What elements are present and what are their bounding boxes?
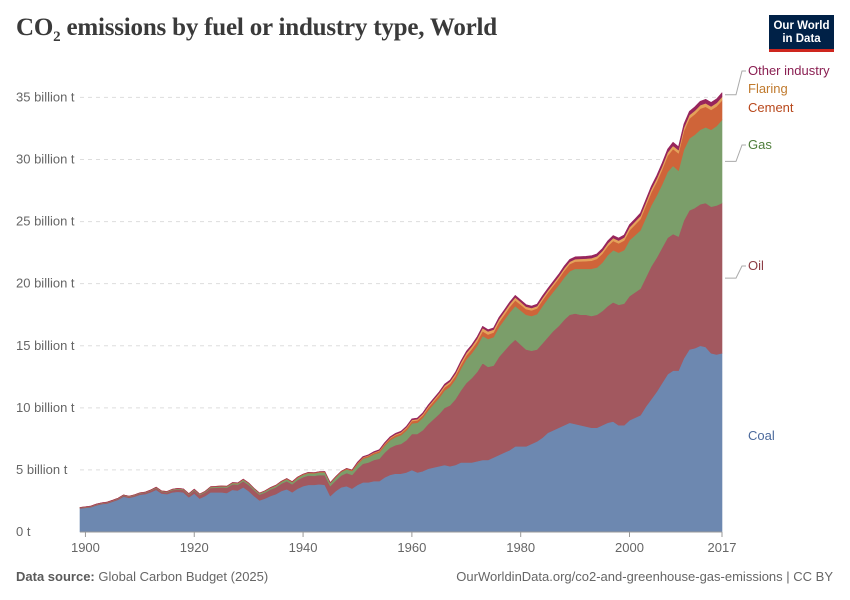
series-labels: Coal Oil Gas Cement Flaring Other industry <box>725 63 830 443</box>
series-label-other-industry[interactable]: Other industry <box>748 63 830 78</box>
series-label-cement[interactable]: Cement <box>748 100 794 115</box>
area-series <box>79 92 723 533</box>
logo-line-2: in Data <box>782 33 821 45</box>
series-label-flaring[interactable]: Flaring <box>748 81 788 96</box>
chart-title: CO2 emissions by fuel or industry type, … <box>16 14 497 45</box>
y-tick-label: 35 billion t <box>16 89 75 104</box>
source-url-link[interactable]: OurWorldinData.org/co2-and-greenhouse-ga… <box>456 569 833 584</box>
data-source-value: Global Carbon Budget (2025) <box>98 569 269 584</box>
label-connector <box>725 70 746 96</box>
label-connector <box>725 265 746 279</box>
series-label-gas[interactable]: Gas <box>748 137 772 152</box>
data-source: Data source: Global Carbon Budget (2025) <box>16 569 269 584</box>
series-label-oil[interactable]: Oil <box>748 258 764 273</box>
y-tick-label: 0 t <box>16 524 31 539</box>
y-tick-label: 15 billion t <box>16 338 75 353</box>
logo-line-1: Our World <box>773 20 830 32</box>
x-tick-label: 1960 <box>397 540 426 555</box>
area-other-industry[interactable] <box>79 92 723 508</box>
y-tick-label: 25 billion t <box>16 214 75 229</box>
label-connector <box>725 144 746 162</box>
y-tick-label: 30 billion t <box>16 152 75 167</box>
y-tick-label: 5 billion t <box>16 462 68 477</box>
series-label-coal[interactable]: Coal <box>748 428 775 443</box>
y-tick-label: 10 billion t <box>16 400 75 415</box>
x-tick-label: 1940 <box>289 540 318 555</box>
x-tick-label: 2000 <box>615 540 644 555</box>
x-tick-label: 1920 <box>180 540 209 555</box>
axes: 0 t 5 billion t 10 billion t 15 billion t 20… <box>16 89 736 555</box>
y-tick-label: 20 billion t <box>16 276 75 291</box>
x-tick-label: 1900 <box>71 540 100 555</box>
x-tick-label: 2017 <box>708 540 737 555</box>
x-tick-label: 1980 <box>506 540 535 555</box>
owid-logo[interactable]: Our World in Data <box>769 15 834 52</box>
